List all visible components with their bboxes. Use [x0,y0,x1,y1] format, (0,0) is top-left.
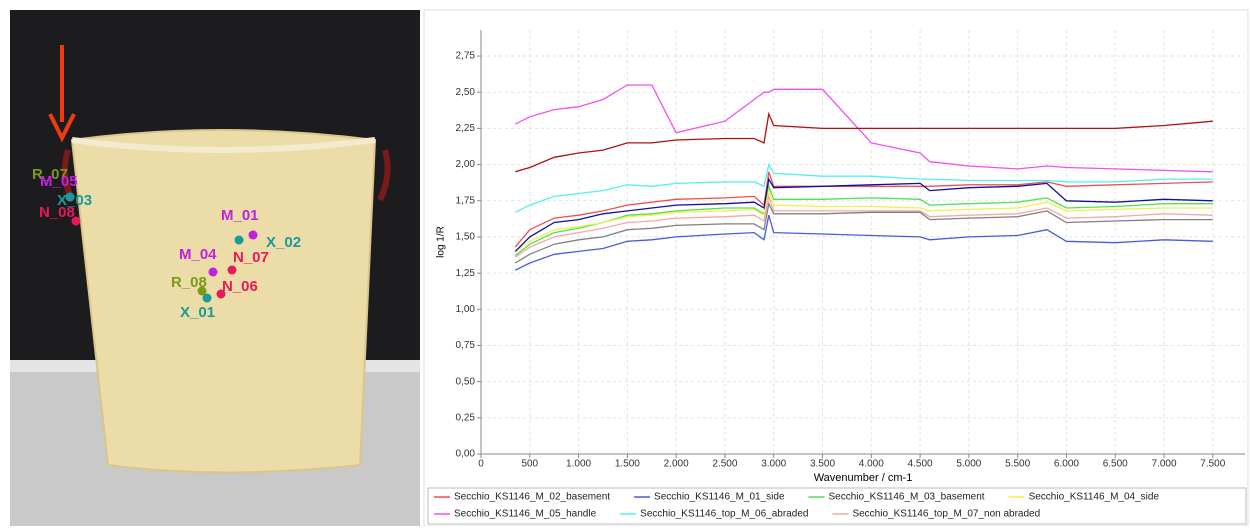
screen: R_07M_05X_03N_08M_01X_02M_04N_07R_08N_06… [0,0,1250,526]
x-axis-label: Wavenumber / cm-1 [814,472,913,484]
y-tick-label: 1,00 [456,304,476,315]
x-tick-label: 2.500 [712,459,737,470]
y-tick-label: 0,50 [456,376,476,387]
legend-label: Secchio_KS1146_M_05_handle [454,509,597,520]
legend-label: Secchio_KS1146_top_M_06_abraded [640,509,808,520]
sample-label: X_01 [180,304,215,321]
sample-label: X_02 [266,234,301,251]
y-axis-label: log 1/R [436,226,447,258]
legend-label: Secchio_KS1146_M_04_side [1029,492,1160,503]
y-tick-label: 0,00 [456,449,476,460]
sample-label: R_08 [171,274,207,291]
y-tick-label: 1,75 [456,195,476,206]
sample-dot [235,236,244,245]
y-tick-label: 2,00 [456,159,476,170]
x-tick-label: 5.500 [1005,459,1030,470]
sample-label: M_04 [179,246,217,263]
y-tick-label: 2,25 [456,123,476,134]
sample-label: N_08 [39,204,75,221]
x-tick-label: 7.500 [1200,459,1225,470]
sample-dot [203,294,212,303]
sample-dot [249,231,258,240]
x-tick-label: 2.000 [664,459,689,470]
y-tick-label: 2,50 [456,87,476,98]
y-tick-label: 0,25 [456,412,476,423]
sample-label: N_06 [222,278,258,295]
legend-label: Secchio_KS1146_M_02_basement [454,492,610,503]
x-tick-label: 7.000 [1151,459,1176,470]
sample-dot [228,266,237,275]
x-tick-label: 5.000 [956,459,981,470]
x-tick-label: 6.500 [1103,459,1128,470]
x-tick-label: 1.500 [615,459,640,470]
bucket [72,130,375,473]
chart-panel [424,10,1248,526]
sample-label: N_07 [233,249,269,266]
y-tick-label: 1,25 [456,268,476,279]
sample-dot [209,268,218,277]
x-tick-label: 6.000 [1054,459,1079,470]
y-tick-label: 2,75 [456,51,476,62]
x-tick-label: 4.500 [908,459,933,470]
x-tick-label: 3.500 [810,459,835,470]
x-tick-label: 3.000 [761,459,786,470]
y-tick-label: 1,50 [456,232,476,243]
sample-label: M_01 [221,207,259,224]
sample-label: M_05 [40,173,78,190]
y-tick-label: 0,75 [456,340,476,351]
x-tick-label: 1.000 [566,459,591,470]
legend-label: Secchio_KS1146_top_M_07_non abraded [852,509,1040,520]
x-tick-label: 0 [478,459,484,470]
page: {"photo": {"labels": [ {"text": "R_07", … [0,0,1250,526]
legend-label: Secchio_KS1146_M_01_side [654,492,785,503]
x-tick-label: 4.000 [859,459,884,470]
x-tick-label: 500 [521,459,538,470]
legend-label: Secchio_KS1146_M_03_basement [829,492,985,503]
